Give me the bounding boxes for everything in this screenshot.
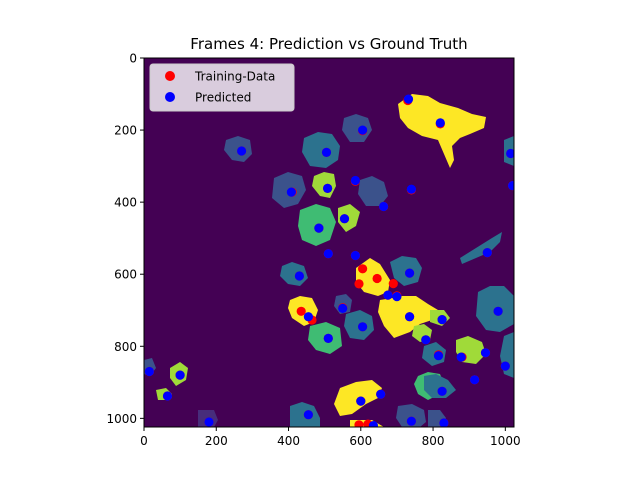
x-axis: 0 200 400 600 800 1000 (140, 427, 521, 448)
x-tick-label: 0 (140, 434, 148, 448)
predicted-point-41 (376, 389, 386, 399)
predicted-point-13 (314, 223, 324, 233)
y-tick-label: 800 (114, 340, 137, 354)
predicted-point-16 (482, 248, 492, 258)
predicted-point-12 (339, 214, 350, 224)
x-tick-label: 400 (277, 434, 300, 448)
predicted-point-1 (435, 118, 445, 128)
chart-title: Frames 4: Prediction vs Ground Truth (190, 35, 467, 53)
legend-label-predicted: Predicted (195, 91, 251, 105)
predicted-point-32 (500, 361, 510, 371)
predicted-point-29 (456, 352, 466, 362)
predicted-point-25 (323, 333, 333, 343)
predicted-point-17 (405, 268, 415, 278)
predicted-point-22 (338, 303, 348, 313)
predicted-point-34 (437, 386, 447, 396)
training-point-18 (372, 273, 382, 284)
predicted-point-38 (204, 417, 214, 427)
predicted-point-0 (403, 94, 414, 104)
predicted-point-7 (323, 183, 333, 193)
predicted-series (144, 94, 514, 427)
cell-blob (460, 232, 502, 264)
predicted-point-26 (358, 322, 368, 332)
predicted-point-15 (350, 250, 360, 261)
y-tick-label: 400 (114, 196, 137, 210)
predicted-point-6 (286, 187, 296, 197)
x-tick-label: 600 (349, 434, 372, 448)
plot-frame (143, 57, 515, 428)
predicted-point-14 (323, 249, 333, 259)
cell-blob (358, 176, 388, 206)
predicted-point-28 (433, 351, 444, 361)
legend-marker-predicted (165, 92, 175, 102)
y-tick-label: 1000 (106, 412, 137, 426)
y-tick-label: 600 (114, 268, 137, 282)
predicted-point-5 (506, 148, 514, 159)
predicted-point-3 (237, 146, 247, 156)
predicted-point-10 (406, 184, 416, 194)
training-point-17 (358, 264, 368, 274)
predicted-point-27 (421, 335, 431, 345)
predicted-point-31 (493, 306, 503, 316)
x-tick-label: 800 (422, 434, 445, 448)
cell-blob (396, 404, 426, 427)
predicted-point-4 (321, 147, 332, 157)
y-axis: 0 200 400 600 800 1000 (106, 52, 144, 426)
predicted-point-39 (303, 410, 313, 420)
predicted-point-19 (383, 290, 393, 300)
legend-label-training: Training-Data (194, 70, 275, 84)
predicted-point-18 (294, 271, 304, 281)
cell-blob (424, 374, 456, 398)
cell-blob (398, 94, 486, 168)
predicted-point-30 (480, 348, 491, 358)
predicted-point-23 (405, 312, 415, 322)
predicted-point-2 (358, 125, 368, 135)
predicted-point-43 (439, 418, 449, 427)
training-point-22 (388, 279, 398, 289)
cell-blob (342, 114, 372, 142)
predicted-point-21 (303, 312, 313, 322)
training-point-23 (296, 306, 306, 316)
legend: Training-Data Predicted (149, 63, 295, 112)
x-tick-label: 1000 (490, 434, 521, 448)
predicted-point-37 (162, 391, 173, 401)
predicted-point-20 (392, 292, 402, 302)
predicted-point-42 (406, 416, 416, 426)
legend-marker-training (165, 71, 175, 81)
predicted-point-40 (356, 396, 366, 406)
legend-box (149, 63, 295, 112)
training-point-21 (354, 279, 364, 289)
predicted-point-35 (144, 366, 154, 377)
y-tick-label: 200 (114, 124, 137, 138)
predicted-point-33 (470, 375, 480, 385)
predicted-point-9 (379, 201, 389, 212)
predicted-point-8 (350, 175, 360, 186)
predicted-point-24 (437, 315, 447, 325)
training-point-49 (354, 420, 364, 427)
predicted-point-11 (508, 181, 514, 191)
x-tick-label: 200 (205, 434, 228, 448)
plot-area (144, 58, 514, 427)
predicted-point-36 (175, 370, 185, 380)
predicted-point-44 (368, 421, 378, 427)
cell-blob (302, 132, 340, 168)
y-tick-label: 0 (129, 52, 137, 66)
